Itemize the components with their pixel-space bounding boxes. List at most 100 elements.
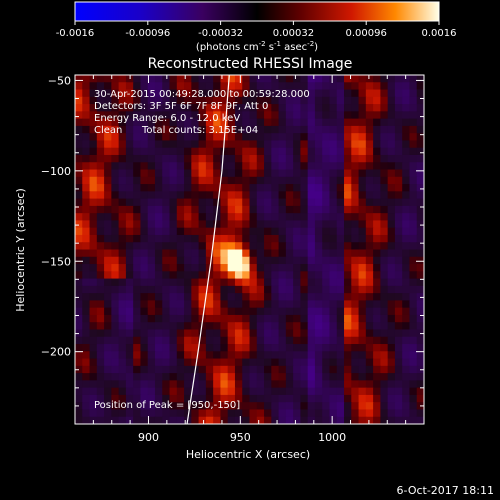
annotations: 30-Apr-2015 00:49:28.000 to 00:59:28.000… (94, 89, 310, 411)
heatmap-cell (242, 249, 251, 258)
heatmap-cell (336, 89, 345, 98)
heatmap-cell (89, 278, 98, 287)
heatmap-cell (351, 191, 360, 200)
heatmap-cell (234, 358, 243, 367)
heatmap-cell (125, 249, 134, 258)
heatmap-cell (249, 264, 258, 272)
heatmap-cell (140, 322, 149, 331)
heatmap-cell (140, 198, 149, 207)
heatmap-cell (271, 184, 280, 192)
heatmap-cell (394, 227, 403, 236)
heatmap-cell (118, 118, 127, 127)
heatmap-cell (111, 125, 120, 134)
heatmap-cell (111, 358, 120, 367)
heatmap-cell (285, 264, 294, 272)
heatmap-cell (329, 271, 338, 280)
heatmap-cell (96, 314, 105, 323)
heatmap-cell (329, 409, 338, 418)
heatmap-cell (198, 409, 207, 418)
heatmap-cell (314, 322, 323, 331)
heatmap-cell (75, 271, 83, 280)
heatmap-cell (140, 75, 149, 83)
heatmap-cell (416, 220, 424, 229)
heatmap-cell (409, 125, 418, 134)
heatmap-cell (234, 285, 243, 294)
heatmap-cell (278, 234, 287, 243)
heatmap-cell (227, 336, 236, 345)
heatmap-cell (176, 278, 185, 287)
heatmap-cell (380, 133, 389, 142)
heatmap-cell (176, 89, 185, 98)
heatmap-cell (300, 387, 309, 396)
heatmap-cell (162, 336, 171, 345)
heatmap-cell (387, 227, 396, 236)
annotation-detectors: Detectors: 3F 5F 6F 7F 8F 9F, Att 0 (94, 101, 268, 112)
heatmap-cell (191, 176, 200, 185)
heatmap-cell (176, 358, 185, 367)
heatmap-cell (344, 409, 352, 418)
heatmap-cell (322, 314, 331, 323)
heatmap-cell (198, 256, 207, 265)
heatmap-cell (373, 104, 381, 112)
heatmap-cell (104, 133, 112, 142)
plot-frame (74, 74, 425, 425)
heatmap-cell (271, 82, 280, 91)
heatmap-cell (264, 227, 272, 236)
heatmap-cell (220, 198, 229, 207)
heatmap-cell (314, 409, 323, 418)
heatmap-cell (242, 75, 251, 83)
heatmap-cell (125, 344, 134, 352)
heatmap-cell (227, 213, 236, 222)
heatmap-cell (147, 293, 156, 301)
heatmap-cell (285, 205, 294, 214)
heatmap-cell (256, 300, 265, 309)
heatmap-cell (125, 198, 134, 207)
heatmap-cell (205, 380, 214, 389)
heatmap-cell (278, 162, 287, 171)
heatmap-cell (82, 365, 91, 374)
heatmap-cell (184, 154, 192, 163)
heatmap-cell (198, 365, 207, 374)
heatmap-cell (293, 322, 301, 331)
heatmap-cell (380, 82, 389, 91)
heatmap-cell (344, 249, 352, 258)
heatmap-cell (264, 154, 272, 163)
heatmap-cell (285, 89, 294, 98)
heatmap-cell (344, 351, 352, 360)
heatmap-cell (314, 285, 323, 294)
heatmap-cell (365, 205, 374, 214)
heatmap-cell (402, 300, 411, 309)
heatmap-cell (184, 147, 192, 156)
heatmap-cell (140, 402, 149, 411)
heatmap-cell (293, 104, 301, 112)
heatmap-cell (184, 293, 192, 301)
heatmap-cell (198, 285, 207, 294)
heatmap-cell (300, 89, 309, 98)
heatmap-cell (125, 205, 134, 214)
heatmap-cell (96, 264, 105, 272)
heatmap-cell (191, 300, 200, 309)
heatmap-cell (394, 256, 403, 265)
heatmap-cell (314, 198, 323, 207)
heatmap-cell (314, 220, 323, 229)
heatmap-cell (264, 344, 272, 352)
heatmap-cell (351, 140, 360, 149)
heatmap-cell (162, 104, 171, 112)
heatmap-cell (104, 176, 112, 185)
heatmap-cell (118, 351, 127, 360)
heatmap-cell (118, 220, 127, 229)
heatmap-cell (191, 373, 200, 381)
heatmap-cell (140, 154, 149, 163)
heatmap-cell (307, 104, 316, 112)
heatmap-cell (213, 373, 222, 381)
heatmap-cell (104, 198, 112, 207)
heatmap-cell (336, 416, 345, 424)
heatmap-cell (227, 82, 236, 91)
heatmap-cell (285, 111, 294, 120)
heatmap-cell (184, 285, 192, 294)
heatmap-cell (147, 147, 156, 156)
heatmap-cell (271, 198, 280, 207)
heatmap-cell (300, 285, 309, 294)
heatmap-cell (387, 314, 396, 323)
heatmap-cell (264, 176, 272, 185)
